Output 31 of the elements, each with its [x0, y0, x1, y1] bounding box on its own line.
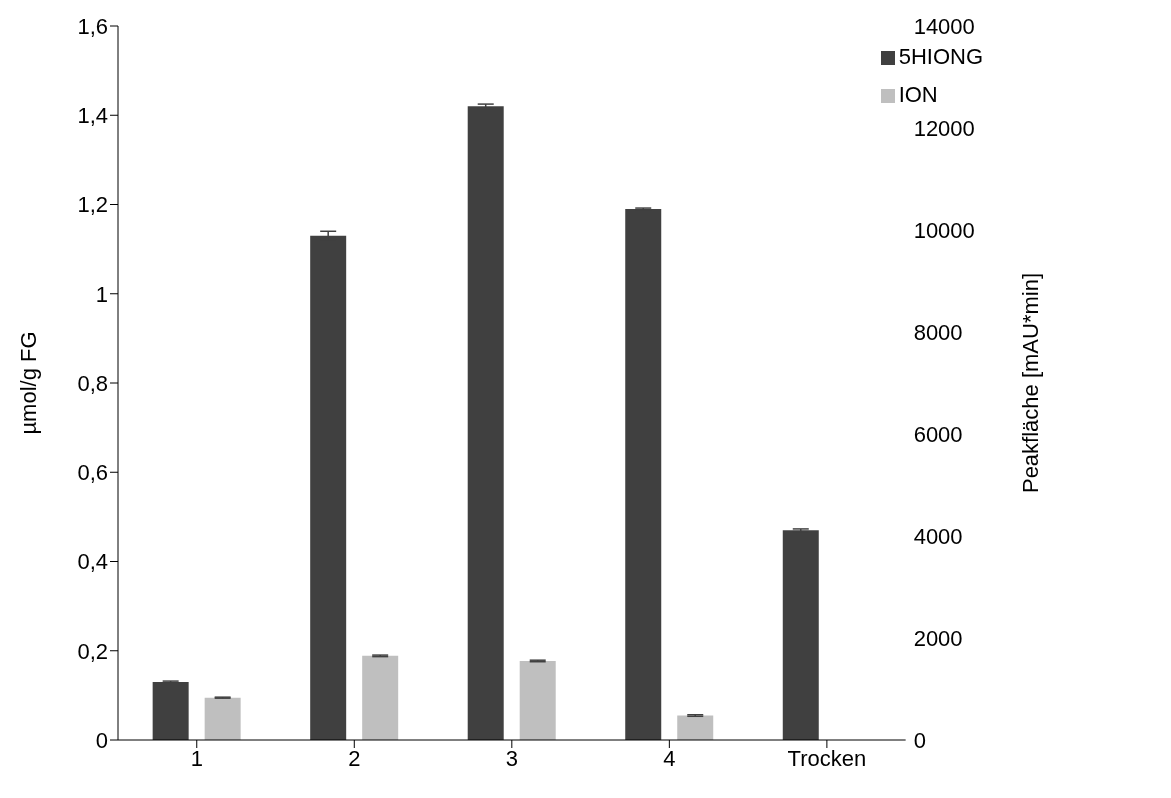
- x-tick-label: 3: [505, 745, 518, 771]
- x-tick-label: Trocken: [787, 745, 867, 771]
- y-tick-label: 0,8: [77, 370, 108, 396]
- y-tick-label: 0,6: [77, 460, 108, 486]
- y2-tick-label: 4000: [913, 523, 963, 549]
- y-tick-label: 1,2: [77, 192, 108, 218]
- y-tick-label: 0,2: [77, 638, 108, 664]
- y-tick-label: 1: [95, 281, 108, 307]
- y-tick-label: 0: [95, 727, 108, 753]
- y2-tick-label: 10000: [913, 217, 975, 243]
- y2-axis-title: Peakfläche [mAU*min]: [1018, 272, 1044, 494]
- bar: [467, 106, 504, 740]
- y2-tick-label: 8000: [913, 319, 963, 345]
- y2-tick-label: 12000: [913, 115, 975, 141]
- y2-tick-label: 6000: [913, 421, 963, 447]
- bar: [782, 530, 819, 740]
- x-tick-label: 4: [663, 745, 676, 771]
- bar: [625, 208, 662, 740]
- y2-tick-label: 14000: [913, 13, 975, 39]
- y2-tick-label: 0: [913, 727, 926, 753]
- y-tick-label: 1,4: [77, 103, 108, 129]
- legend-label: 5HIONG: [898, 44, 983, 69]
- y-axis-title: µmol/g FG: [15, 331, 41, 435]
- bar: [310, 235, 347, 740]
- x-tick-label: 2: [348, 745, 361, 771]
- x-tick-label: 1: [190, 745, 203, 771]
- y2-tick-label: 2000: [913, 625, 963, 651]
- y-tick-label: 1,6: [77, 13, 108, 39]
- y-tick-label: 0,4: [77, 549, 108, 575]
- legend-label: ION: [898, 82, 938, 107]
- bar: [152, 681, 189, 740]
